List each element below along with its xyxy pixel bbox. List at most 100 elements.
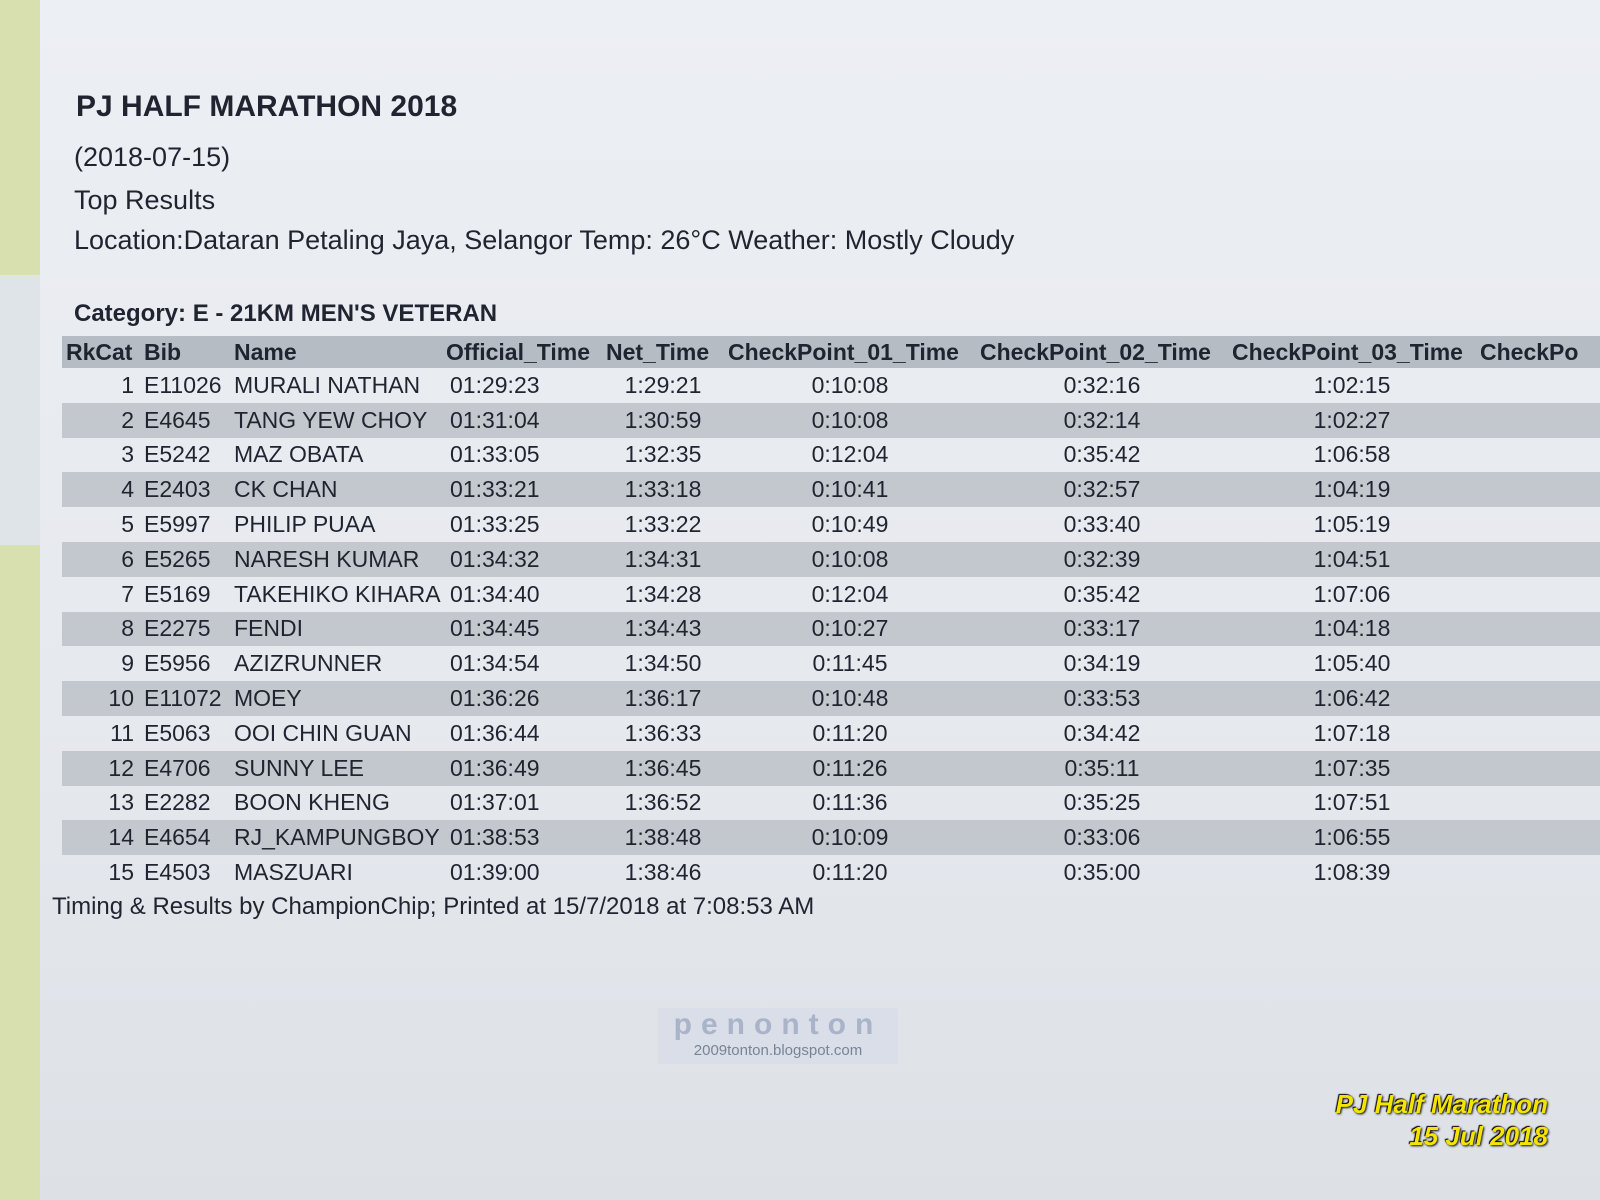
official-time-cell: 01:36:26	[442, 681, 602, 716]
caption-stamp: PJ Half Marathon 15 Jul 2018	[1336, 1088, 1548, 1152]
net-time-cell: 1:34:28	[624, 580, 702, 607]
rank-cell: 9	[121, 650, 134, 677]
checkpoint-04-cell	[1476, 786, 1600, 821]
checkpoint-02-cell: 0:32:39	[976, 541, 1228, 577]
checkpoint-03-cell: 1:04:51	[1228, 541, 1476, 577]
table-row: 13 E2282 BOON KHENG 01:37:01 1:36:52 0:11:36 0…	[62, 786, 1600, 821]
footer-note: Timing & Results by ChampionChip; Printe…	[52, 893, 815, 920]
watermark: penonton 2009tonton.blogspot.com	[658, 1008, 898, 1064]
name-cell: MURALI NATHAN	[234, 371, 421, 398]
rank-cell: 12	[62, 750, 140, 786]
net-time-cell: 1:36:33	[624, 719, 702, 746]
checkpoint-03-cell: 1:06:58	[1313, 441, 1391, 468]
checkpoint-04-cell	[1476, 855, 1600, 890]
checkpoint-03-cell: 1:06:55	[1228, 820, 1476, 856]
event-title: PJ HALF MARATHON 2018	[76, 90, 458, 123]
official-time-cell: 01:33:25	[450, 511, 540, 538]
name-cell: RJ_KAMPUNGBOY	[230, 820, 442, 856]
results-table-body: 1 E11026 MURALI NATHAN 01:29:23 1:29:21 0:10:…	[62, 368, 1600, 890]
rank-cell: 4	[62, 472, 140, 508]
checkpoint-03-cell: 1:06:42	[1228, 681, 1476, 716]
checkpoint-02-cell: 0:35:42	[1063, 580, 1141, 607]
checkpoint-03-cell: 1:07:35	[1228, 750, 1476, 786]
checkpoint-01-cell: 0:11:20	[812, 859, 888, 886]
bib-cell: E2275	[140, 611, 230, 647]
official-time-cell: 01:33:21	[442, 472, 602, 508]
rank-cell: 15	[108, 859, 134, 886]
checkpoint-04-cell	[1476, 472, 1600, 508]
checkpoint-01-cell: 0:11:26	[724, 750, 976, 786]
checkpoint-03-cell: 1:08:39	[1313, 859, 1391, 886]
header-row: RkCat Bib Name Official_Time Net_Time CheckPo…	[62, 336, 1600, 368]
checkpoint-03-cell: 1:05:19	[1313, 511, 1391, 538]
table-row: 9 E5956 AZIZRUNNER 01:34:54 1:34:50 0:11:45 0:…	[62, 646, 1600, 681]
rank-cell: 5	[121, 511, 134, 538]
checkpoint-04-cell	[1476, 750, 1600, 786]
rank-cell: 3	[121, 441, 134, 468]
column-header-bib: Bib	[140, 336, 230, 368]
caption-stamp-date: 15 Jul 2018	[1409, 1121, 1548, 1151]
checkpoint-04-cell	[1476, 541, 1600, 577]
table-row: 6 E5265 NARESH KUMAR 01:34:32 1:34:31 0:10:08…	[62, 541, 1600, 577]
bib-cell: E11026	[144, 371, 222, 398]
checkpoint-04-cell	[1476, 611, 1600, 647]
bib-cell: E4503	[144, 859, 211, 886]
table-row: 1 E11026 MURALI NATHAN 01:29:23 1:29:21 0:10:…	[62, 368, 1600, 403]
checkpoint-04-cell	[1476, 438, 1600, 473]
rank-cell: 10	[62, 681, 140, 716]
rank-cell: 1	[121, 371, 134, 398]
rank-cell: 14	[62, 820, 140, 856]
checkpoint-01-cell: 0:11:45	[812, 650, 888, 677]
table-row: 10 E11072 MOEY 01:36:26 1:36:17 0:10:48 0:33:5…	[62, 681, 1600, 716]
table-row: 11 E5063 OOI CHIN GUAN 01:36:44 1:36:33 0:11:…	[62, 716, 1600, 751]
rank-cell: 11	[110, 719, 134, 746]
checkpoint-02-cell: 0:34:19	[1063, 650, 1141, 677]
rank-cell: 7	[121, 580, 134, 607]
official-time-cell: 01:38:53	[442, 820, 602, 856]
printed-results-sheet	[40, 0, 1600, 1200]
name-cell: MAZ OBATA	[234, 441, 364, 468]
rank-cell: 13	[108, 789, 134, 816]
location-weather-line: Location:Dataran Petaling Jaya, Selangor…	[74, 225, 1015, 255]
table-row: 2 E4645 TANG YEW CHOY 01:31:04 1:30:59 0:10:0…	[62, 402, 1600, 438]
checkpoint-02-cell: 0:33:06	[976, 820, 1228, 856]
checkpoint-01-cell: 0:10:08	[811, 371, 889, 398]
name-cell: MOEY	[230, 681, 442, 716]
caption-stamp-title: PJ Half Marathon	[1335, 1089, 1548, 1119]
official-time-cell: 01:34:40	[450, 580, 540, 607]
checkpoint-03-cell: 1:07:18	[1313, 719, 1391, 746]
bib-cell: E5242	[144, 441, 211, 468]
bib-cell: E4645	[140, 402, 230, 438]
net-time-cell: 1:33:22	[624, 511, 702, 538]
bib-cell: E4654	[140, 820, 230, 856]
checkpoint-02-cell: 0:35:42	[1063, 441, 1141, 468]
column-header-name: Name	[230, 336, 442, 368]
rank-cell: 6	[62, 541, 140, 577]
checkpoint-02-cell: 0:35:25	[1063, 789, 1141, 816]
checkpoint-04-cell	[1476, 646, 1600, 681]
official-time-cell: 01:37:01	[450, 789, 540, 816]
column-header-net-time: Net_Time	[602, 336, 724, 368]
column-header-checkpoint-01-time: CheckPoint_01_Time	[724, 336, 976, 368]
checkpoint-01-cell: 0:10:48	[724, 681, 976, 716]
bib-cell: E2282	[144, 789, 211, 816]
official-time-cell: 01:36:49	[442, 750, 602, 786]
name-cell: OOI CHIN GUAN	[234, 719, 412, 746]
checkpoint-01-cell: 0:10:41	[724, 472, 976, 508]
table-row: 8 E2275 FENDI 01:34:45 1:34:43 0:10:27 0:33:17…	[62, 611, 1600, 647]
net-time-cell: 1:36:45	[602, 750, 724, 786]
net-time-cell: 1:38:46	[624, 859, 702, 886]
name-cell: CK CHAN	[230, 472, 442, 508]
name-cell: NARESH KUMAR	[230, 541, 442, 577]
column-header-official-time: Official_Time	[442, 336, 602, 368]
net-time-cell: 1:34:43	[602, 611, 724, 647]
results-subtitle: Top Results	[74, 185, 216, 215]
name-cell: SUNNY LEE	[230, 750, 442, 786]
net-time-cell: 1:38:48	[602, 820, 724, 856]
checkpoint-01-cell: 0:12:04	[811, 441, 889, 468]
official-time-cell: 01:34:54	[450, 650, 540, 677]
table-row: 7 E5169 TAKEHIKO KIHARA 01:34:40 1:34:28 0:12…	[62, 577, 1600, 612]
name-cell: TANG YEW CHOY	[230, 402, 442, 438]
checkpoint-03-cell: 1:02:15	[1313, 371, 1391, 398]
table-row: 3 E5242 MAZ OBATA 01:33:05 1:32:35 0:12:04 0:3…	[62, 438, 1600, 473]
